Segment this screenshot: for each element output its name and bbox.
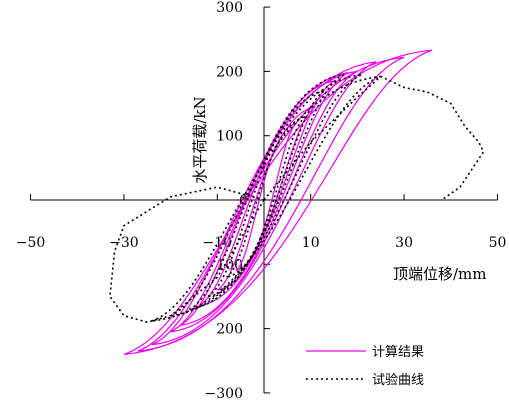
y-tick-label: 200	[216, 322, 243, 338]
y-tick-label: 300	[216, 0, 243, 16]
series-layer	[109, 49, 485, 355]
y-tick-label: 0	[239, 193, 248, 209]
series-2-loop	[188, 73, 344, 311]
series-1-loop	[123, 49, 433, 355]
y-axis-label: 水平荷载/kN	[191, 96, 209, 183]
y-tick-label: 200	[216, 64, 243, 80]
x-axis-label: 顶端位移/mm	[393, 265, 487, 283]
y-tick-label: 100	[216, 129, 243, 145]
series-2-loop	[151, 75, 382, 322]
legend-label-test: 试验曲线	[372, 372, 424, 388]
x-tick-label: −30	[109, 235, 139, 251]
x-tick-label: 30	[395, 235, 413, 251]
series-1-loop	[137, 56, 405, 352]
y-tick-label: −300	[205, 386, 243, 402]
legend: 计算结果 试验曲线	[306, 345, 424, 388]
series-2-envelope	[263, 75, 485, 201]
series-2-loop	[170, 73, 363, 317]
series-1-loop	[151, 61, 377, 346]
x-tick-label: 50	[489, 235, 507, 251]
series-2	[109, 73, 485, 324]
x-tick-label: −50	[16, 235, 46, 251]
x-tick-label: 10	[302, 235, 320, 251]
series-2-loop	[226, 115, 307, 278]
series-2-envelope	[109, 186, 265, 324]
legend-label-calc: 计算结果	[372, 345, 424, 360]
